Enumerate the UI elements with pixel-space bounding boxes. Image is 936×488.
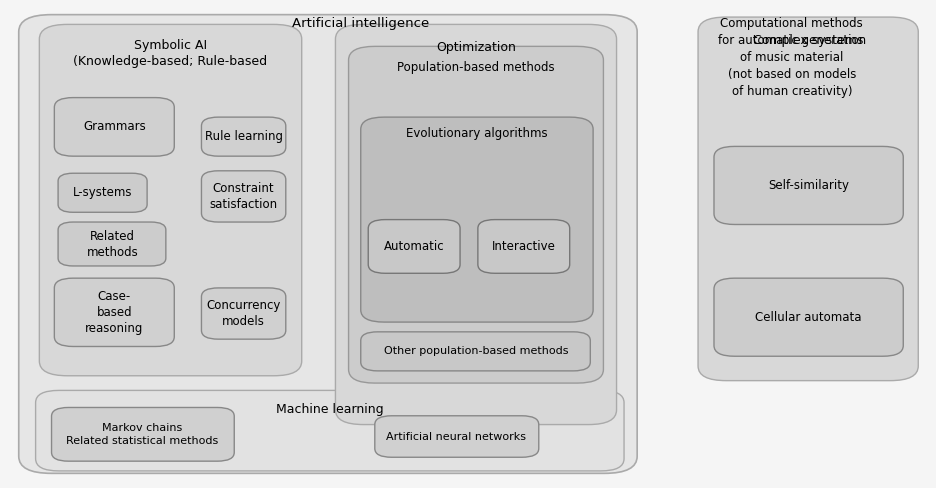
- Text: Machine learning: Machine learning: [276, 403, 383, 416]
- FancyBboxPatch shape: [19, 15, 636, 473]
- FancyBboxPatch shape: [54, 278, 174, 346]
- FancyBboxPatch shape: [374, 416, 538, 457]
- FancyBboxPatch shape: [713, 146, 902, 224]
- Text: Automatic: Automatic: [384, 240, 444, 253]
- Text: L-systems: L-systems: [72, 186, 132, 199]
- FancyBboxPatch shape: [51, 407, 234, 461]
- Text: Related
methods: Related methods: [86, 229, 139, 259]
- Text: Markov chains
Related statistical methods: Markov chains Related statistical method…: [66, 423, 218, 446]
- Text: Population-based methods: Population-based methods: [397, 61, 554, 74]
- FancyBboxPatch shape: [477, 220, 569, 273]
- Text: Grammars: Grammars: [83, 121, 145, 133]
- FancyBboxPatch shape: [697, 17, 917, 381]
- Text: Concurrency
models: Concurrency models: [206, 299, 281, 328]
- FancyBboxPatch shape: [36, 390, 623, 471]
- Text: Computational methods
for automatic generation
of music material
(not based on m: Computational methods for automatic gene…: [717, 17, 865, 98]
- FancyBboxPatch shape: [58, 222, 166, 266]
- Text: Case-
based
reasoning: Case- based reasoning: [85, 290, 143, 335]
- Text: Artificial intelligence: Artificial intelligence: [292, 17, 429, 30]
- FancyBboxPatch shape: [201, 288, 285, 339]
- FancyBboxPatch shape: [201, 117, 285, 156]
- FancyBboxPatch shape: [348, 46, 603, 383]
- FancyBboxPatch shape: [335, 24, 616, 425]
- Text: Evolutionary algorithms: Evolutionary algorithms: [405, 127, 548, 140]
- Text: Constraint
satisfaction: Constraint satisfaction: [210, 182, 277, 211]
- FancyBboxPatch shape: [201, 171, 285, 222]
- Text: Interactive: Interactive: [491, 240, 555, 253]
- FancyBboxPatch shape: [368, 220, 460, 273]
- Text: Other population-based methods: Other population-based methods: [384, 346, 567, 356]
- Text: Symbolic AI
(Knowledge-based; Rule-based: Symbolic AI (Knowledge-based; Rule-based: [73, 39, 268, 68]
- FancyBboxPatch shape: [360, 332, 590, 371]
- FancyBboxPatch shape: [39, 24, 301, 376]
- Text: Optimization: Optimization: [435, 41, 516, 55]
- FancyBboxPatch shape: [713, 278, 902, 356]
- Text: Artificial neural networks: Artificial neural networks: [386, 432, 526, 442]
- Text: Complex systems: Complex systems: [752, 34, 862, 47]
- Text: Self-similarity: Self-similarity: [768, 179, 848, 192]
- FancyBboxPatch shape: [360, 117, 592, 322]
- FancyBboxPatch shape: [54, 98, 174, 156]
- Text: Cellular automata: Cellular automata: [754, 311, 861, 324]
- FancyBboxPatch shape: [58, 173, 147, 212]
- Text: Rule learning: Rule learning: [204, 130, 283, 143]
